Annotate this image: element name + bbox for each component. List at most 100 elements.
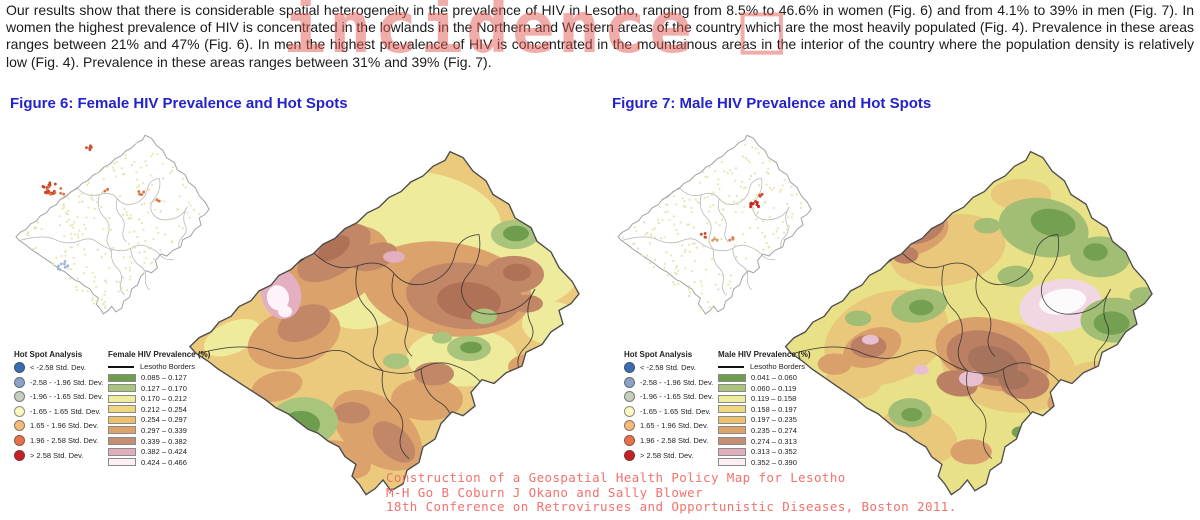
results-paragraph: Our results show that there is considera… — [6, 2, 1194, 70]
prevalence-color-swatch — [718, 437, 746, 446]
prevalence-color-swatch — [108, 415, 136, 424]
hotspot-legend-item: < -2.58 Std. Dev. — [14, 362, 102, 373]
legend-label: 0.352 – 0.390 — [751, 457, 797, 467]
hotspot-color-dot — [14, 434, 25, 446]
prevalence-legend-item: 0.212 – 0.254 — [108, 405, 204, 414]
legend-label: -1.65 - 1.65 Std. Dev. — [640, 406, 711, 416]
prevalence-legend-item: 0.424 – 0.466 — [108, 458, 204, 467]
hotspot-color-dot — [624, 391, 635, 403]
hotspot-legend-item: 1.96 - 2.58 Std. Dev. — [14, 434, 102, 446]
borders-legend-item: Lesotho Borders — [718, 362, 810, 371]
figure7-legend: Hot Spot Analysis < -2.58 Std. Dev. -2.58… — [622, 348, 810, 468]
prevalence-legend-item: 0.127 – 0.170 — [108, 384, 204, 393]
prevalence-legend-item: 0.297 – 0.339 — [108, 426, 204, 435]
legend-label: 0.127 – 0.170 — [141, 383, 187, 393]
hotspot-legend: Hot Spot Analysis < -2.58 Std. Dev. -2.58… — [12, 348, 104, 468]
prevalence-color-swatch — [718, 373, 746, 382]
legend-label: 1.65 - 1.96 Std. Dev. — [640, 421, 709, 431]
prevalence-color-swatch — [718, 405, 746, 414]
prevalence-color-swatch — [718, 426, 746, 435]
prevalence-color-swatch — [718, 415, 746, 424]
prevalence-legend-item: 0.274 – 0.313 — [718, 437, 810, 446]
hotspot-color-dot — [624, 434, 635, 446]
prevalence-legend-item: 0.382 – 0.424 — [108, 447, 204, 456]
legend-label: 1.96 - 2.58 Std. Dev. — [640, 435, 709, 445]
hotspot-color-dot — [624, 449, 635, 461]
hotspot-color-dot — [14, 449, 25, 461]
prevalence-color-swatch — [108, 373, 136, 382]
legend-label: < -2.58 Std. Dev. — [640, 363, 696, 372]
legend-label: > 2.58 Std. Dev. — [30, 450, 84, 460]
legend-label: 0.170 – 0.212 — [141, 394, 187, 404]
hotspot-legend-item: -2.58 - -1.96 Std. Dev. — [14, 376, 104, 388]
hotspot-legend-item: 1.96 - 2.58 Std. Dev. — [624, 434, 712, 446]
legend-label: 0.212 – 0.254 — [141, 404, 187, 414]
hotspot-legend-title: Hot Spot Analysis — [14, 350, 83, 359]
hotspot-color-dot — [624, 405, 635, 417]
hotspot-color-dot — [624, 376, 635, 388]
legend-label: -2.58 - -1.96 Std. Dev. — [30, 377, 104, 387]
hotspot-legend: Hot Spot Analysis < -2.58 Std. Dev. -2.58… — [622, 348, 714, 468]
legend-label: -2.58 - -1.96 Std. Dev. — [640, 377, 714, 387]
prevalence-legend-item: 0.197 – 0.235 — [718, 415, 810, 424]
legend-label: 0.382 – 0.424 — [141, 447, 187, 457]
hotspot-color-dot — [14, 376, 25, 388]
prevalence-color-swatch — [718, 394, 746, 403]
figure7-prevalence-map — [784, 150, 1153, 496]
prevalence-legend-item: 0.235 – 0.274 — [718, 426, 810, 435]
prevalence-legend-title: Female HIV Prevalence (%) — [108, 350, 211, 359]
citation-line: Construction of a Geospatial Health Poli… — [386, 470, 846, 485]
legend-label: 0.085 – 0.127 — [141, 373, 187, 382]
district-borders — [20, 177, 188, 296]
legend-label: 0.254 – 0.297 — [141, 415, 187, 425]
hotspot-legend-item: -1.96 - -1.65 Std. Dev. — [624, 391, 713, 403]
legend-label: 0.119 – 0.158 — [751, 394, 797, 404]
legend-label: 0.424 – 0.466 — [141, 457, 187, 467]
figure7-title: Figure 7: Male HIV Prevalence and Hot Sp… — [612, 95, 932, 112]
legend-label: 0.297 – 0.339 — [141, 425, 187, 435]
hotspot-color-dot — [14, 405, 25, 417]
prevalence-color-swatch — [718, 458, 746, 467]
prevalence-legend-item: 0.085 – 0.127 — [108, 373, 204, 382]
prevalence-color-swatch — [108, 437, 136, 446]
prevalence-color-swatch — [108, 405, 136, 414]
prevalence-legend-item: 0.254 – 0.297 — [108, 415, 204, 424]
prevalence-legend-item: 0.339 – 0.382 — [108, 437, 204, 446]
prevalence-legend-item: 0.060 – 0.119 — [718, 384, 810, 393]
prevalence-legend-item: 0.119 – 0.158 — [718, 394, 810, 403]
prevalence-legend-item: 0.170 – 0.212 — [108, 394, 204, 403]
hotspot-legend-item: -2.58 - -1.96 Std. Dev. — [624, 376, 714, 388]
figure7-hotspot-map — [617, 134, 812, 315]
legend-label: 0.197 – 0.235 — [751, 415, 797, 425]
legend-label: 0.339 – 0.382 — [141, 436, 187, 446]
legend-label: 0.158 – 0.197 — [751, 404, 797, 414]
prevalence-color-swatch — [108, 447, 136, 456]
citation-line: 18th Conference on Retroviruses and Oppo… — [386, 499, 957, 515]
hotspot-color-dot — [14, 391, 25, 403]
prevalence-legend-item: 0.158 – 0.197 — [718, 405, 810, 414]
figure6-hotspot-map — [15, 134, 210, 315]
legend-label: 0.041 – 0.060 — [751, 373, 797, 382]
legend-label: -1.65 - 1.65 Std. Dev. — [30, 406, 101, 416]
figure6-title: Figure 6: Female HIV Prevalence and Hot … — [10, 95, 348, 112]
legend-label: 0.313 – 0.352 — [751, 447, 797, 457]
prevalence-color-swatch — [108, 426, 136, 435]
hotspot-legend-item: -1.96 - -1.65 Std. Dev. — [14, 391, 103, 403]
legend-label: > 2.58 Std. Dev. — [640, 450, 694, 460]
prevalence-legend: Female HIV Prevalence (%) Lesotho Border… — [108, 348, 211, 468]
citation-line: M-H Go B Coburn J Okano and Sally Blower — [386, 484, 704, 500]
prevalence-legend-item: 0.041 – 0.060 — [718, 373, 810, 382]
borders-legend-item: Lesotho Borders — [108, 362, 204, 371]
hotspot-legend-item: 1.65 - 1.96 Std. Dev. — [14, 420, 102, 432]
prevalence-color-swatch — [718, 447, 746, 456]
hotspot-legend-item: 1.65 - 1.96 Std. Dev. — [624, 420, 712, 432]
prevalence-color-swatch — [108, 384, 136, 393]
prevalence-legend-title: Male HIV Prevalence (%) — [718, 350, 811, 359]
hotspot-color-dot — [14, 420, 25, 432]
legend-label: 1.65 - 1.96 Std. Dev. — [30, 421, 99, 431]
border-line-swatch — [718, 365, 744, 368]
legend-label: 0.274 – 0.313 — [751, 436, 797, 446]
hotspot-color-dot — [14, 362, 25, 373]
borders-label: Lesotho Borders — [140, 362, 196, 371]
